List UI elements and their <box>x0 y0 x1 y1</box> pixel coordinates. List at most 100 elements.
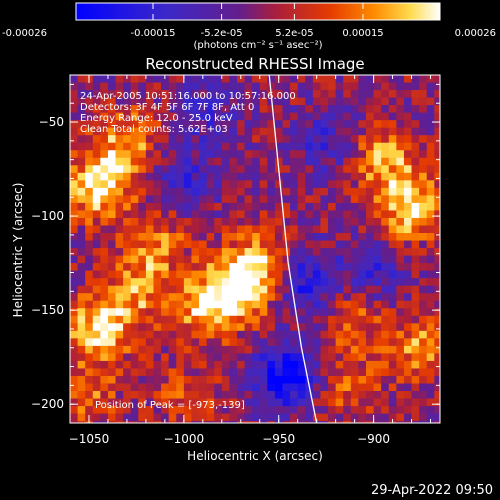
heatmap-pixel <box>92 293 101 302</box>
heatmap-pixel <box>161 360 170 369</box>
heatmap-pixel <box>77 398 86 407</box>
heatmap-pixel <box>328 120 337 129</box>
heatmap-pixel <box>358 202 367 211</box>
heatmap-pixel <box>335 142 344 151</box>
heatmap-pixel <box>426 97 435 106</box>
x-tick-label: −1000 <box>164 432 205 446</box>
heatmap-pixel <box>396 112 405 121</box>
heatmap-pixel <box>130 285 139 294</box>
heatmap-pixel <box>138 210 147 219</box>
heatmap-pixel <box>381 157 390 166</box>
heatmap-pixel <box>214 308 223 317</box>
heatmap-pixel <box>221 323 230 332</box>
heatmap-pixel <box>100 82 109 91</box>
heatmap-pixel <box>176 120 185 129</box>
heatmap-pixel <box>183 225 192 234</box>
heatmap-pixel <box>267 165 276 174</box>
heatmap-pixel <box>85 135 94 144</box>
heatmap-pixel <box>312 345 321 354</box>
heatmap-pixel <box>85 360 94 369</box>
heatmap-pixel <box>229 323 238 332</box>
heatmap-pixel <box>206 263 215 272</box>
heatmap-pixel <box>388 195 397 204</box>
heatmap-pixel <box>130 127 139 136</box>
heatmap-pixel <box>123 105 132 114</box>
heatmap-pixel <box>145 338 154 347</box>
heatmap-pixel <box>236 406 245 414</box>
heatmap-pixel <box>161 270 170 279</box>
heatmap-pixel <box>343 270 352 279</box>
heatmap-pixel <box>328 105 337 114</box>
heatmap-pixel <box>191 165 200 174</box>
heatmap-pixel <box>252 187 261 196</box>
heatmap-pixel <box>290 210 299 219</box>
heatmap-pixel <box>236 180 245 189</box>
heatmap-pixel <box>244 142 253 151</box>
heatmap-pixel <box>229 360 238 369</box>
heatmap-pixel <box>274 263 283 272</box>
heatmap-pixel <box>221 383 230 392</box>
heatmap-pixel <box>312 391 321 399</box>
heatmap-pixel <box>274 398 283 407</box>
heatmap-pixel <box>434 202 440 211</box>
heatmap-pixel <box>381 142 390 151</box>
heatmap-pixel <box>343 391 352 399</box>
heatmap-pixel <box>199 240 208 249</box>
heatmap-pixel <box>434 368 440 377</box>
heatmap-pixel <box>191 157 200 166</box>
heatmap-pixel <box>191 97 200 106</box>
heatmap-pixel <box>236 112 245 121</box>
heatmap-pixel <box>312 240 321 249</box>
heatmap-pixel <box>206 270 215 279</box>
heatmap-pixel <box>419 82 428 91</box>
heatmap-pixel <box>373 248 382 256</box>
heatmap-pixel <box>335 375 344 384</box>
heatmap-pixel <box>274 391 283 399</box>
heatmap-pixel <box>411 315 420 324</box>
heatmap-pixel <box>373 353 382 362</box>
heatmap-pixel <box>100 240 109 249</box>
heatmap-pixel <box>381 323 390 332</box>
heatmap-pixel <box>358 97 367 106</box>
heatmap-pixel <box>115 157 124 166</box>
heatmap-pixel <box>358 293 367 302</box>
heatmap-pixel <box>138 150 147 159</box>
heatmap-pixel <box>168 172 177 181</box>
heatmap-pixel <box>229 338 238 347</box>
heatmap-pixel <box>320 90 329 98</box>
heatmap-pixel <box>305 421 314 423</box>
heatmap-pixel <box>403 217 412 226</box>
heatmap-pixel <box>199 398 208 407</box>
heatmap-pixel <box>161 248 170 256</box>
heatmap-pixel <box>343 300 352 309</box>
heatmap-pixel <box>328 300 337 309</box>
heatmap-pixel <box>366 353 374 362</box>
heatmap-pixel <box>282 338 291 347</box>
heatmap-pixel <box>388 202 397 211</box>
heatmap-pixel <box>282 293 291 302</box>
heatmap-pixel <box>366 315 374 324</box>
heatmap-pixel <box>70 142 78 151</box>
heatmap-pixel <box>282 90 291 98</box>
heatmap-pixel <box>381 187 390 196</box>
heatmap-pixel <box>244 293 253 302</box>
heatmap-pixel <box>396 293 405 302</box>
heatmap-pixel <box>350 135 359 144</box>
heatmap-pixel <box>411 240 420 249</box>
heatmap-pixel <box>259 375 268 384</box>
heatmap-pixel <box>244 217 253 226</box>
heatmap-pixel <box>350 210 359 219</box>
heatmap-pixel <box>100 233 109 241</box>
heatmap-pixel <box>138 165 147 174</box>
heatmap-pixel <box>252 255 261 264</box>
heatmap-pixel <box>183 383 192 392</box>
heatmap-pixel <box>328 112 337 121</box>
heatmap-pixel <box>221 406 230 414</box>
heatmap-pixel <box>153 225 162 234</box>
heatmap-pixel <box>145 210 154 219</box>
heatmap-pixel <box>335 157 344 166</box>
heatmap-pixel <box>191 202 200 211</box>
heatmap-pixel <box>403 127 412 136</box>
heatmap-pixel <box>434 127 440 136</box>
heatmap-pixel <box>396 398 405 407</box>
